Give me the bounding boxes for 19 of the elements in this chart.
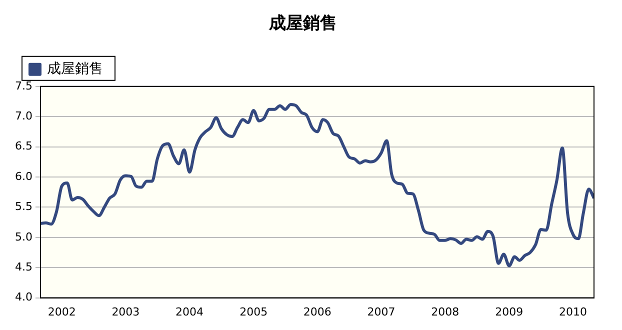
x-tick-label: 2008	[431, 305, 460, 318]
y-tick-label: 7.5	[14, 79, 32, 92]
legend-label: 成屋銷售	[47, 61, 103, 78]
x-tick-label: 2002	[48, 305, 76, 318]
x-tick-label: 2005	[240, 305, 268, 318]
x-tick-label: 2006	[303, 305, 332, 318]
x-tick-label: 2004	[176, 305, 204, 318]
x-tick-label: 2010	[559, 305, 588, 318]
y-tick-label: 4.5	[14, 260, 32, 274]
y-tick-label: 7.0	[14, 109, 32, 122]
y-tick-label: 4.0	[14, 290, 32, 304]
y-tick-label: 5.0	[14, 230, 32, 244]
x-tick-label: 2009	[495, 305, 524, 318]
y-tick-label: 6.5	[14, 140, 32, 153]
chart-title: 成屋銷售	[268, 14, 337, 34]
y-tick-label: 6.0	[14, 170, 32, 183]
x-tick-label: 2007	[367, 305, 396, 318]
x-tick-label: 2003	[112, 305, 140, 318]
y-tick-label: 5.5	[14, 200, 32, 214]
